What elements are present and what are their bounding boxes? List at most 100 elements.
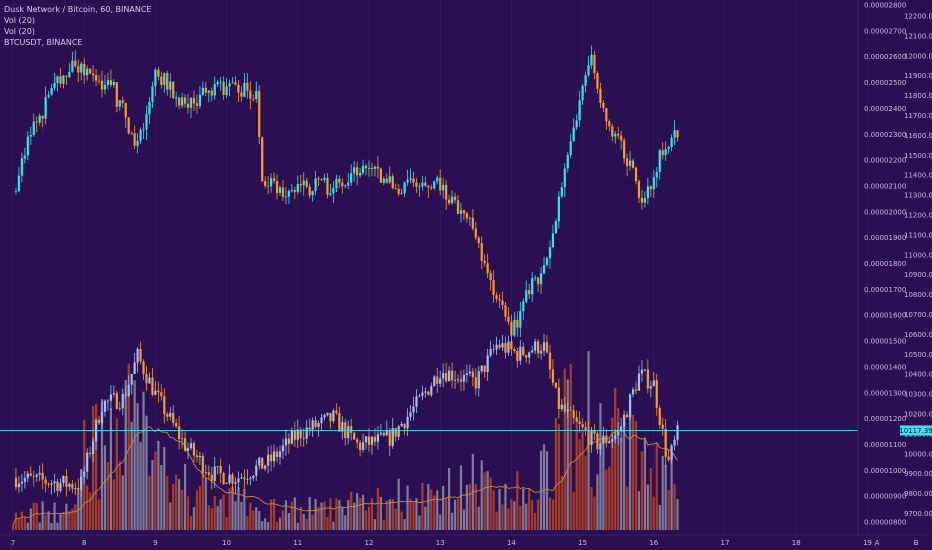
time-axis[interactable]: 7 8 9 10 11 12 13 14 15 16 17 18 19 A B: [0, 534, 932, 547]
candle-body: [531, 278, 534, 295]
candle-body: [519, 346, 522, 361]
candle-body: [406, 179, 409, 183]
candle-body: [539, 350, 543, 354]
candle-body: [68, 483, 71, 487]
volume-bar: [373, 519, 377, 530]
candle-body: [225, 86, 228, 95]
candle-body: [198, 455, 201, 458]
legend-overlay-symbol[interactable]: BTCUSDT, BINANCE: [4, 38, 83, 47]
candle-body: [222, 473, 225, 485]
candle-body: [305, 427, 308, 439]
volume-bar: [531, 500, 534, 530]
candle-body: [548, 352, 552, 370]
candle-body: [513, 349, 516, 352]
right-price-axis[interactable]: 0.00002800 0.00002700 0.00002600 0.00002500…: [857, 0, 932, 535]
volume-bar: [326, 516, 329, 530]
volume-bar: [92, 406, 95, 530]
volume-bar: [566, 379, 569, 530]
candle-body: [353, 167, 356, 174]
volume-bar: [329, 498, 332, 530]
candle-body: [139, 348, 142, 362]
candle-body: [445, 184, 448, 200]
candle-body: [471, 217, 474, 229]
volume-bar: [109, 408, 112, 530]
candle-body: [424, 391, 427, 393]
candle-body: [89, 68, 92, 74]
candle-body: [489, 349, 492, 356]
candle-body: [397, 189, 400, 194]
candle-body: [649, 186, 652, 190]
volume-bar: [652, 496, 655, 530]
dusk-y-tick: 0.00002500: [864, 79, 906, 87]
volume-bar: [136, 403, 139, 530]
legend-main-symbol[interactable]: Dusk Network / Bitcoin, 60, BINANCE: [4, 5, 152, 14]
btc-y-tick: 11000.00: [904, 251, 932, 259]
candle-body: [284, 438, 288, 446]
candle-body: [118, 100, 121, 107]
candle-body: [62, 475, 65, 483]
volume-bar: [305, 518, 308, 530]
x-tick: 18: [792, 539, 801, 547]
candle-body: [453, 196, 457, 201]
volume-bar: [130, 421, 133, 530]
candle-body: [379, 432, 382, 435]
candle-body: [525, 355, 528, 358]
volume-bar: [537, 499, 540, 530]
candle-body: [302, 180, 305, 186]
candle-body: [572, 127, 575, 142]
candle-body: [189, 97, 193, 108]
candle-body: [204, 472, 207, 474]
volume-bar: [103, 445, 107, 530]
btc-y-tick: 11200.00: [904, 212, 932, 220]
candle-body: [373, 436, 377, 442]
candle-body: [367, 436, 371, 445]
candle-body: [483, 260, 486, 264]
candle-body: [623, 414, 626, 427]
candle-body: [178, 426, 181, 440]
x-tick: 19: [863, 539, 872, 547]
candle-body: [504, 305, 507, 317]
candle-body: [53, 82, 56, 88]
candle-body: [483, 365, 486, 373]
candle-body: [71, 483, 74, 489]
x-tick-extra[interactable]: B: [914, 539, 919, 547]
volume-bar: [436, 490, 439, 530]
x-tick: 17: [721, 539, 730, 547]
volume-bar: [97, 499, 101, 530]
x-tick-extra[interactable]: A: [875, 539, 880, 547]
candle-body: [249, 478, 252, 480]
dusk-y-tick: 0.00001900: [864, 234, 906, 242]
volume-bar: [293, 497, 296, 530]
volume-bar: [246, 516, 249, 530]
candle-body: [427, 391, 430, 395]
candle-body: [329, 412, 332, 422]
legend-vol-1[interactable]: Vol (20): [4, 16, 35, 25]
candle-body: [634, 389, 638, 391]
x-tick: 15: [578, 539, 587, 547]
volume-bar: [71, 508, 74, 530]
volume-bar: [477, 506, 480, 530]
candle-body: [516, 351, 519, 361]
candle-body: [166, 73, 169, 90]
candle-body: [563, 168, 566, 188]
candle-body: [652, 380, 655, 387]
legend-vol-2[interactable]: Vol (20): [4, 27, 35, 36]
candle-body: [634, 167, 638, 182]
candle-body: [77, 488, 80, 491]
volume-bar: [275, 521, 279, 530]
volume-bar: [26, 522, 29, 530]
candle-body: [421, 392, 424, 396]
volume-bar: [453, 499, 457, 530]
candle-body: [246, 83, 249, 91]
volume-bar: [623, 422, 626, 530]
btc-price-tag: [900, 425, 932, 436]
volume-bar: [424, 506, 427, 530]
candle-body: [361, 165, 365, 173]
btc-y-tick: 11600.00: [904, 132, 932, 140]
volume-bar: [344, 515, 347, 530]
volume-bar: [480, 460, 483, 530]
candle-body: [640, 197, 644, 203]
candle-body: [637, 373, 641, 391]
dusk-y-tick: 0.00002600: [864, 53, 906, 61]
